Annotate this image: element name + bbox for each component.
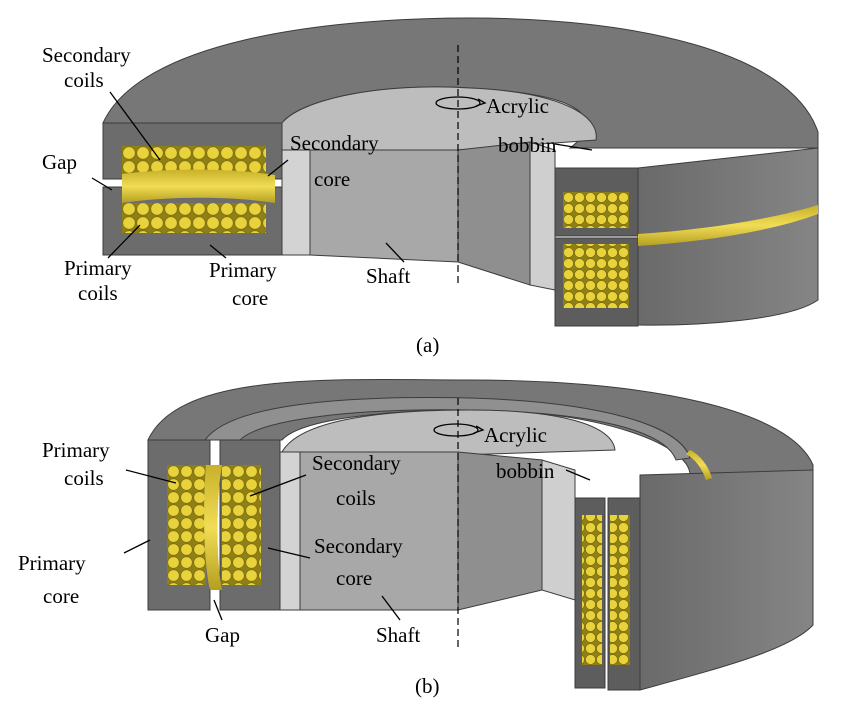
a-primary-coils-label-1: Primary xyxy=(64,256,132,280)
a-gap-label: Gap xyxy=(42,150,77,174)
a-primary-coils-label-2: coils xyxy=(78,281,118,305)
panel-a-acrylic-bobbin-right xyxy=(529,141,556,291)
a-primary-core-label-1: Primary xyxy=(209,258,277,282)
panel-a-primary-coil-section xyxy=(122,203,266,233)
b-acrylic-label-1: Acrylic xyxy=(484,423,547,447)
panel-b-secondary-coil-section xyxy=(222,465,261,585)
panel-a-acrylic-bobbin xyxy=(281,149,311,256)
panel-b-inner-groove xyxy=(204,397,691,461)
b-secondary-coils-label-1: Secondary xyxy=(312,451,401,475)
a-acrylic-label-2: bobbin xyxy=(498,133,557,157)
a-secondary-coils-label-1: Secondary xyxy=(42,43,131,67)
panel-a: Secondary coils Gap Primary coils Primar… xyxy=(42,17,819,357)
panel-a-shaft-side xyxy=(457,141,531,286)
panel-b-caption: (b) xyxy=(415,674,440,698)
panel-b-acrylic-bobbin xyxy=(279,451,301,611)
panel-b-right-coil-left xyxy=(582,515,602,665)
panel-a-rotation-icon xyxy=(435,96,481,110)
panel-a-inner-bore xyxy=(281,86,597,151)
panel-a-outer-side xyxy=(637,147,819,326)
b-secondary-core-label-2: core xyxy=(336,566,372,590)
panel-a-right-coil-upper xyxy=(563,192,629,228)
panel-a-winding-gap xyxy=(122,169,275,203)
b-secondary-core-label-1: Secondary xyxy=(314,534,403,558)
panel-b-primary-coil-section xyxy=(167,465,206,585)
a-acrylic-label-1: Acrylic xyxy=(486,94,549,118)
a-secondary-coils-label-2: coils xyxy=(64,68,104,92)
panel-a-caption: (a) xyxy=(416,333,439,357)
panel-b: Primary coils Primary core Gap Secondary… xyxy=(18,379,814,698)
panel-b-inner-bore xyxy=(281,409,616,456)
panel-a-right-coil-lower xyxy=(563,244,629,308)
b-primary-core-label-1: Primary xyxy=(18,551,86,575)
panel-b-shaft xyxy=(299,451,459,611)
b-secondary-coils-label-2: coils xyxy=(336,486,376,510)
a-primary-core-label-2: core xyxy=(232,286,268,310)
a-secondary-core-label-2: core xyxy=(314,167,350,191)
b-gap-label: Gap xyxy=(205,623,240,647)
b-acrylic-label-2: bobbin xyxy=(496,459,555,483)
panel-b-right-coil-right xyxy=(610,515,630,665)
panel-b-outer-side xyxy=(639,469,814,691)
a-shaft-label: Shaft xyxy=(366,264,410,288)
panel-b-back-winding xyxy=(686,450,712,480)
b-primary-coils-label-1: Primary xyxy=(42,438,110,462)
panel-b-rotation-icon xyxy=(433,423,479,437)
b-shaft-label: Shaft xyxy=(376,623,420,647)
panel-a-secondary-coil-section xyxy=(122,146,266,174)
b-primary-core-label-2: core xyxy=(43,584,79,608)
b-primary-coils-label-2: coils xyxy=(64,466,104,490)
panel-b-winding-gap xyxy=(204,465,222,590)
panel-a-right-winding xyxy=(638,205,818,246)
a-secondary-core-label-1: Secondary xyxy=(290,131,379,155)
